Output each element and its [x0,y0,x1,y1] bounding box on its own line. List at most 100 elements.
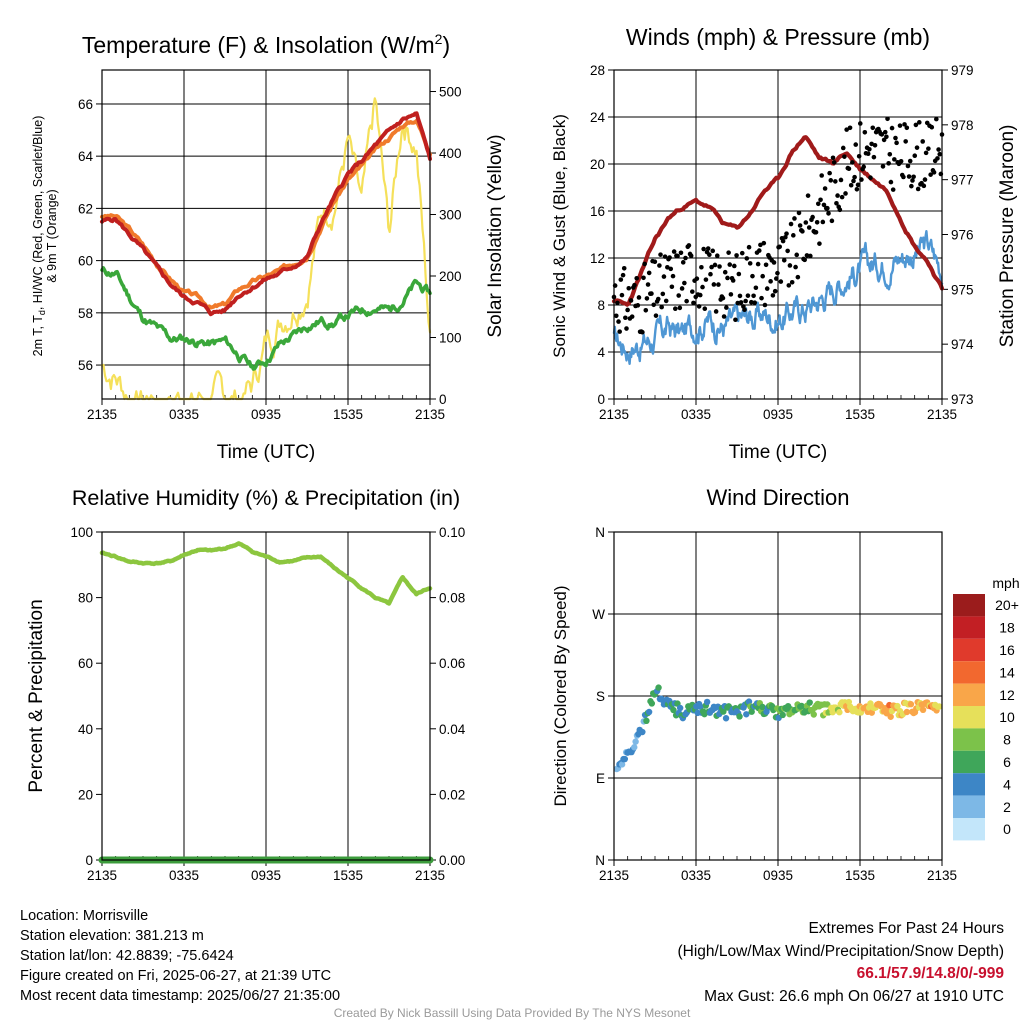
colorbar-label: 0 [1003,821,1011,837]
gust-point [634,275,639,281]
direction-point [745,698,753,705]
y-right-tick-label: 0.04 [439,722,466,737]
gust-point [791,233,796,238]
gust-point [912,153,918,159]
y-tick-label: 20 [78,787,93,802]
gust-point [913,122,919,128]
gust-point [684,298,689,304]
gust-point [937,151,943,157]
y-tick-label: 0 [85,853,93,868]
gust-point [735,300,741,306]
gust-point [887,152,893,157]
gust-point [616,319,621,324]
gust-point [781,257,787,263]
gust-point [675,253,680,259]
direction-point [798,702,805,710]
plot-border [613,531,943,861]
direction-y-axis-label: Direction (Colored By Speed) [551,585,570,806]
gust-point [773,276,779,281]
temperature-y-axis-label-line2: & 9m T (Orange) [45,189,59,282]
gust-point [817,241,822,246]
colorbar-swatch [953,706,985,729]
direction-point [743,711,750,718]
gust-point [732,263,737,269]
gust-point [793,264,798,270]
gust-point [613,313,619,319]
winds-x-axis-label: Time (UTC) [729,442,828,463]
gust-point [643,307,649,313]
gust-point [697,292,703,298]
plot-border [101,531,431,861]
y-tick-label: 58 [78,306,93,321]
gust-point [795,274,801,280]
y-right-tick-label: 977 [951,173,974,188]
gust-point [707,252,712,258]
y-right-tick-label: 976 [951,228,974,243]
direction-point [903,708,911,716]
gust-point [834,200,839,206]
gust-point [778,279,784,284]
y-tick-label: 66 [78,97,93,112]
gust-point [733,317,738,323]
gust-point [792,216,797,221]
gust-point [854,186,860,192]
gust-point [712,262,718,268]
gust-point [813,229,819,235]
gust-point [709,264,714,270]
direction-point [618,761,626,768]
gust-point [921,183,927,189]
y-right-tick-label: 400 [439,146,462,161]
gust-point [661,274,667,279]
direction-point [907,701,915,708]
colorbar-label: 20+ [995,597,1019,613]
gust-point [777,244,783,250]
winds-chart-title: Winds (mph) & Pressure (mb) [626,24,930,50]
gust-point [804,253,810,258]
gust-point [752,300,758,305]
gust-point [651,302,657,308]
y-tick-label: 56 [78,358,93,373]
gust-point [747,261,753,266]
gust-point [677,305,683,311]
pressure-y-axis-label: Station Pressure (Maroon) [997,125,1018,348]
gust-point [802,257,807,263]
gust-point [703,277,709,282]
y-right-tick-label: 300 [439,208,462,223]
humidity-panel: Relative Humidity (%) & Precipitation (i… [26,486,466,883]
gust-point [678,250,684,256]
gust-point [928,172,933,177]
gust-point [814,219,820,225]
gust-point [734,253,739,258]
y-tick-label: 28 [590,63,605,78]
temperature-panel: Temperature (F) & Insolation (W/m2) 2135… [31,31,506,463]
colorbar-swatch [953,661,985,684]
x-tick-label: 2135 [87,407,117,422]
x-tick-label: 0335 [681,407,711,422]
gust-point [641,275,646,281]
x-tick-label: 2135 [599,868,629,883]
gust-point [672,306,678,311]
gust-point [770,293,776,298]
gust-point [904,125,910,131]
gust-point [923,150,929,156]
gust-point [806,225,812,230]
gust-point [749,299,754,305]
gust-point [772,288,778,294]
max-gust-text: Max Gust: 26.6 mph On 06/27 at 1910 UTC [704,987,1004,1005]
elevation-text: Station elevation: 381.213 m [20,928,204,944]
gust-point [618,277,624,282]
gust-point [745,293,751,298]
temperature-y-axis-label: 2m T, Td, HI/WC (Red, Green, Scarlet/Blu… [31,116,47,357]
gust-point [838,177,844,183]
gust-point [848,182,854,188]
y-right-tick-label: 0.06 [439,656,465,671]
gust-point [855,182,861,188]
recent-text: Most recent data timestamp: 2025/06/27 2… [20,988,341,1004]
gust-point [660,291,666,297]
gust-point [635,303,641,308]
y-right-tick-label: 975 [951,282,974,297]
gust-point [755,261,761,267]
gust-point [642,261,647,267]
gust-point [844,127,849,132]
extremes-values: 66.1/57.9/14.8/0/-999 [856,965,1004,982]
